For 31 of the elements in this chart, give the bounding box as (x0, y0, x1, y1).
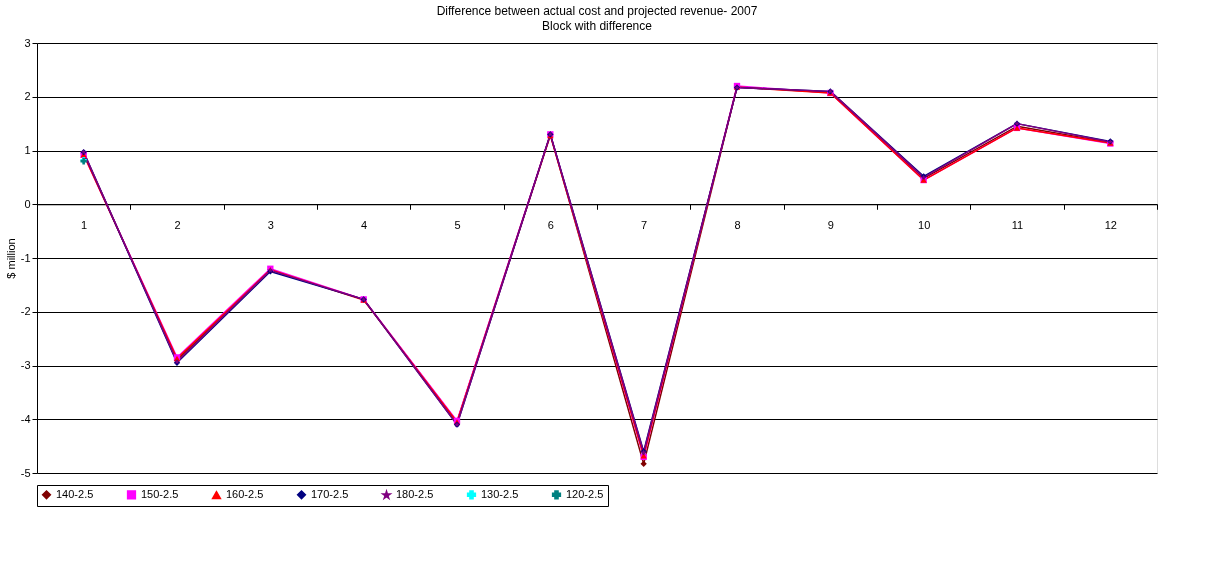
x-tick-label: 2 (174, 218, 181, 231)
x-tick-label: 7 (641, 218, 648, 231)
chart-subtitle: Block with difference (542, 19, 653, 33)
y-tick-label: 1 (24, 144, 31, 156)
x-tick-label: 4 (361, 218, 368, 231)
x-tick-label: 1 (81, 218, 88, 231)
x-tick-label: 6 (547, 218, 554, 231)
x-tick-label: 3 (267, 218, 274, 231)
y-tick-label: 2 (24, 90, 31, 103)
x-tick-label: 9 (827, 218, 834, 231)
legend-label: 160-2.5 (226, 488, 264, 501)
legend-label: 130-2.5 (481, 487, 519, 500)
x-tick-label: 10 (918, 218, 931, 231)
y-tick-label: -5 (20, 466, 31, 479)
y-tick-label: -2 (20, 305, 31, 318)
y-tick-label: 3 (24, 36, 31, 49)
y-axis-title: $ million (4, 238, 17, 279)
x-tick-label: 12 (1104, 218, 1117, 231)
y-tick-label: -1 (20, 251, 31, 264)
y-tick-label: -4 (20, 412, 31, 425)
legend-label: 140-2.5 (56, 487, 94, 500)
x-tick-label: 8 (734, 218, 741, 231)
chart-title: Difference between actual cost and projected revenue- 2007 (436, 4, 758, 18)
legend-label: 150-2.5 (141, 487, 179, 500)
legend-label: 120-2.5 (566, 487, 604, 500)
x-tick-label: 5 (454, 218, 461, 231)
legend-label: 180-2.5 (396, 488, 434, 501)
x-tick-label: 11 (1011, 218, 1024, 231)
legend-label: 170-2.5 (311, 487, 349, 500)
y-tick-label: 0 (24, 197, 31, 210)
y-tick-label: -3 (20, 359, 31, 371)
